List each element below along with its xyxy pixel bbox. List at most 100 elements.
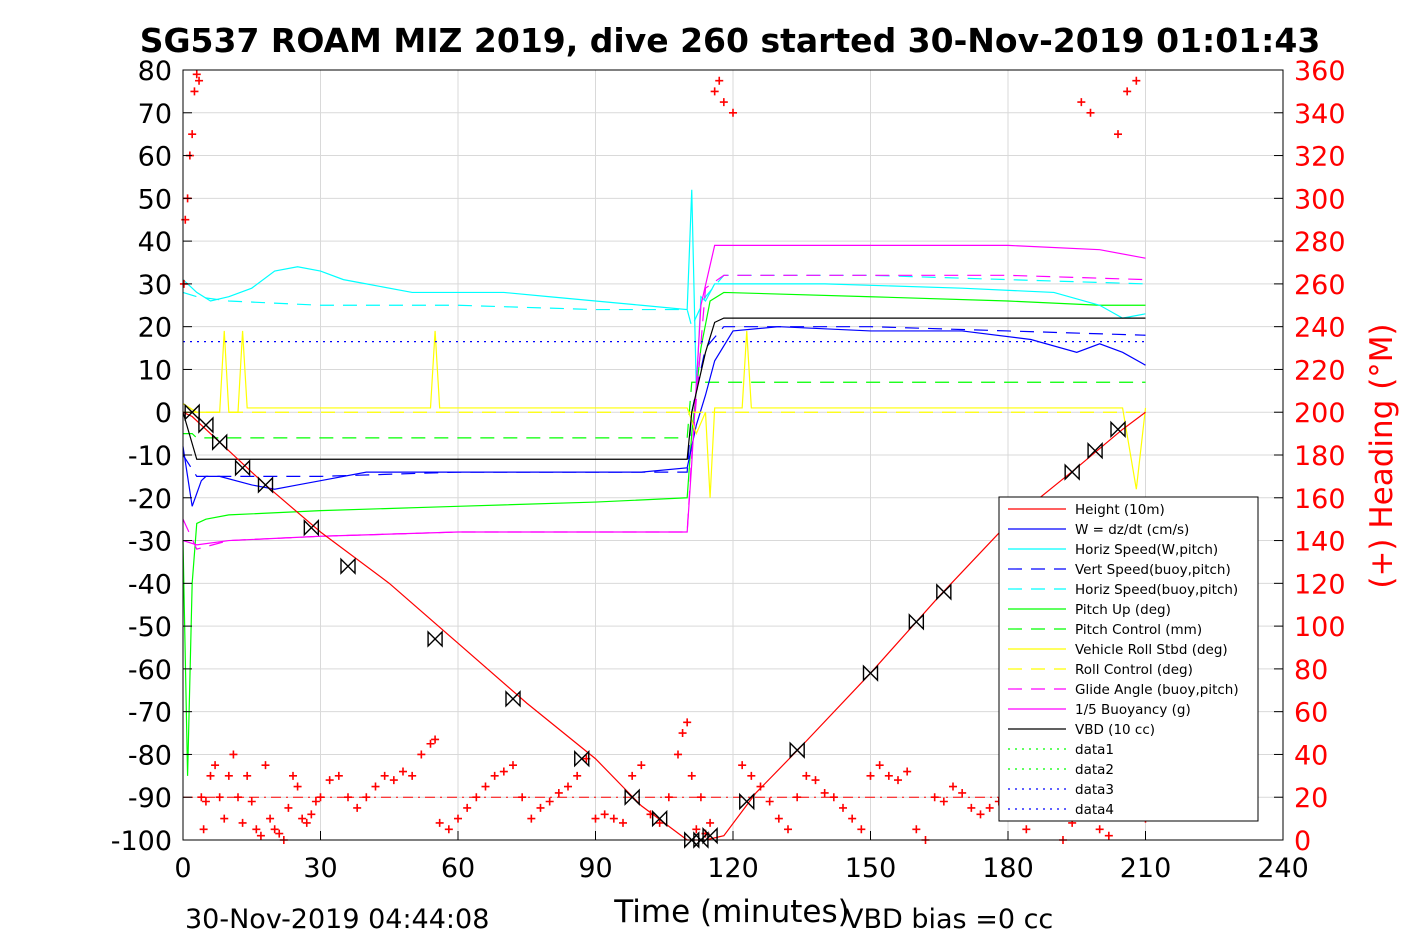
heading-point [252, 825, 261, 834]
heading-point [967, 803, 976, 812]
heading-point [939, 797, 948, 806]
series-line-1-5-buoyancy-g [182, 244, 1146, 546]
heading-point [362, 793, 371, 802]
y-tick-label: -30 [128, 527, 172, 558]
depth-marker [651, 809, 668, 828]
heading-point [687, 771, 696, 780]
right-tick-label: 180 [1294, 441, 1346, 472]
heading-point [729, 108, 737, 117]
heading-point [417, 750, 426, 759]
right-tick-label: 40 [1294, 740, 1328, 771]
heading-point [444, 825, 453, 834]
y-tick-label: 80 [138, 56, 172, 87]
heading-point [628, 771, 637, 780]
heading-point [866, 771, 875, 780]
heading-point [802, 771, 811, 780]
depth-marker [234, 459, 251, 477]
heading-point [949, 782, 957, 791]
heading-point [820, 788, 829, 797]
heading-point [499, 767, 508, 776]
depth-marker [211, 433, 228, 451]
heading-point [848, 814, 857, 823]
legend-entry: Pitch Control (mm) [1075, 622, 1202, 638]
series-line-pitch-up-deg [182, 291, 1146, 776]
heading-point [756, 782, 765, 791]
heading-point [976, 810, 985, 819]
legend-entry: Vert Speed(buoy,pitch) [1075, 562, 1231, 578]
heading-point [1077, 98, 1086, 107]
heading-point [266, 814, 275, 823]
heading-point [774, 814, 783, 823]
legend-entry: Glide Angle (buoy,pitch) [1075, 682, 1239, 698]
heading-point [206, 771, 215, 780]
x-axis-label: Time (minutes) [613, 894, 849, 930]
heading-point [509, 761, 517, 770]
heading-point [619, 818, 627, 827]
depth-marker [739, 792, 755, 811]
y-tick-label: -20 [128, 484, 172, 515]
series-line-height-10m [182, 411, 1146, 841]
heading-point [472, 793, 481, 802]
heading-point [192, 70, 201, 79]
y-tick-label: -70 [128, 698, 172, 729]
footer-timestamp: 30-Nov-2019 04:44:08 [185, 904, 489, 935]
heading-point [683, 718, 692, 727]
heading-point [293, 782, 302, 791]
right-tick-label: 320 [1294, 142, 1346, 173]
depth-marker [505, 690, 521, 708]
y-tick-label: 50 [138, 184, 172, 215]
depth-marker [184, 403, 200, 421]
heading-point [811, 776, 820, 785]
depth-marker [908, 613, 925, 631]
heading-point [215, 793, 224, 802]
y-tick-label: 20 [138, 313, 172, 344]
y-tick-label: -50 [128, 612, 172, 643]
depth-marker [257, 476, 274, 494]
right-tick-label: 120 [1294, 569, 1346, 600]
axis-ticks: 0 30 60 90 120 150 180 210 24080706050403020100-… [111, 56, 1346, 884]
heading-point [857, 825, 866, 834]
heading-point [655, 818, 664, 827]
legend-entry: VBD (10 cc) [1075, 722, 1155, 738]
heading-point [674, 750, 682, 759]
heading-point [289, 771, 297, 780]
right-axis-label: (+) Heading (°M) [1364, 323, 1400, 588]
heading-point [188, 130, 197, 139]
heading-point [1132, 76, 1141, 85]
legend-entry: data2 [1075, 762, 1114, 778]
legend-entry: data3 [1075, 782, 1114, 798]
depth-marker [574, 750, 590, 768]
heading-point [591, 814, 600, 823]
legend-entry: Horiz Speed(buoy,pitch) [1075, 582, 1238, 598]
x-tick-label: 150 [845, 853, 897, 884]
y-tick-label: -40 [128, 569, 172, 600]
footer-vbd-bias: VBD bias =0 cc [845, 904, 1053, 935]
x-tick-label: 0 [174, 853, 191, 884]
right-tick-label: 200 [1294, 398, 1346, 429]
heading-point [325, 776, 334, 785]
heading-point [199, 825, 208, 834]
heading-point [344, 793, 352, 802]
legend-entry: Horiz Speed(W,pitch) [1075, 542, 1218, 558]
right-tick-label: 160 [1294, 484, 1346, 515]
heading-point [784, 825, 792, 834]
y-tick-label: 60 [138, 142, 172, 173]
right-tick-label: 240 [1294, 313, 1346, 344]
heading-point [463, 803, 472, 812]
heading-point [637, 761, 646, 770]
legend-entry: data4 [1075, 802, 1114, 818]
heading-point [875, 761, 884, 770]
legend-box [998, 496, 1259, 822]
heading-point [564, 782, 572, 791]
heading-point [311, 797, 320, 806]
heading-point [201, 797, 210, 806]
legend-entry: Pitch Up (deg) [1075, 602, 1171, 618]
x-tick-label: 120 [707, 853, 759, 884]
heading-point [696, 793, 705, 802]
heading-point [431, 735, 440, 744]
heading-point [1022, 825, 1031, 834]
series-line-horiz-speed-w-pitch [182, 189, 1146, 391]
heading-point [706, 818, 715, 827]
heading-point [1114, 130, 1122, 139]
